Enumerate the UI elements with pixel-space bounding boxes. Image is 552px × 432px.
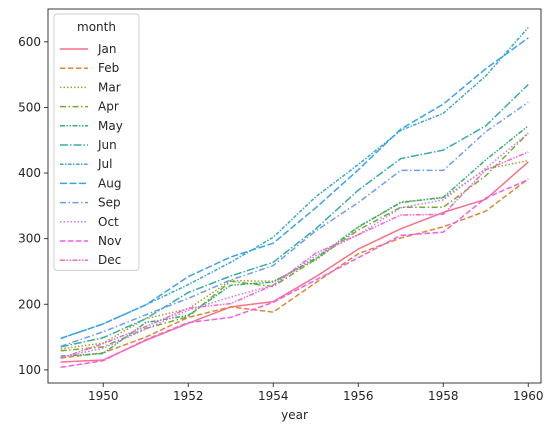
legend-label-nov: Nov: [98, 234, 121, 248]
x-tick-label: 1954: [258, 389, 289, 403]
y-tick-label: 300: [18, 232, 41, 246]
legend-box: [53, 13, 140, 271]
legend-label-apr: Apr: [98, 100, 119, 114]
legend-label-aug: Aug: [98, 176, 121, 190]
x-tick-label: 1958: [428, 389, 459, 403]
y-tick-label: 600: [18, 35, 41, 49]
x-tick-label: 1956: [343, 389, 374, 403]
legend-label-oct: Oct: [98, 215, 119, 229]
series-line-sep: [60, 101, 529, 348]
series-line-may: [60, 125, 529, 357]
x-tick-label: 1950: [88, 389, 119, 403]
series-line-jun: [60, 83, 529, 348]
series-line-jul: [60, 26, 529, 340]
legend-label-sep: Sep: [98, 196, 121, 210]
legend-label-jun: Jun: [97, 138, 117, 152]
legend-label-feb: Feb: [98, 61, 119, 75]
x-tick-label: 1952: [173, 389, 204, 403]
legend-label-may: May: [98, 119, 123, 133]
y-tick-label: 100: [18, 363, 41, 377]
legend-label-dec: Dec: [98, 253, 121, 267]
axes: 1950 1952 1954 1956 1958 1960 100 200 300 400 500 6…: [18, 35, 543, 403]
legend-label-jan: Jan: [97, 42, 117, 56]
series-lines: [60, 26, 529, 369]
series-line-aug: [60, 37, 529, 340]
legend-title: month: [77, 20, 116, 34]
legend: month Jan Feb Mar Apr May Jun Jul Aug Sep Oct Nov De…: [53, 13, 140, 271]
series-line-nov: [60, 178, 529, 369]
legend-label-jul: Jul: [97, 157, 112, 171]
series-line-feb: [60, 178, 529, 359]
x-tick-label: 1960: [513, 389, 544, 403]
series-line-dec: [60, 151, 529, 359]
y-tick-label: 400: [18, 166, 41, 180]
legend-label-mar: Mar: [98, 80, 121, 94]
y-tick-label: 200: [18, 297, 41, 311]
y-tick-label: 500: [18, 100, 41, 114]
x-axis-label: year: [281, 408, 308, 422]
